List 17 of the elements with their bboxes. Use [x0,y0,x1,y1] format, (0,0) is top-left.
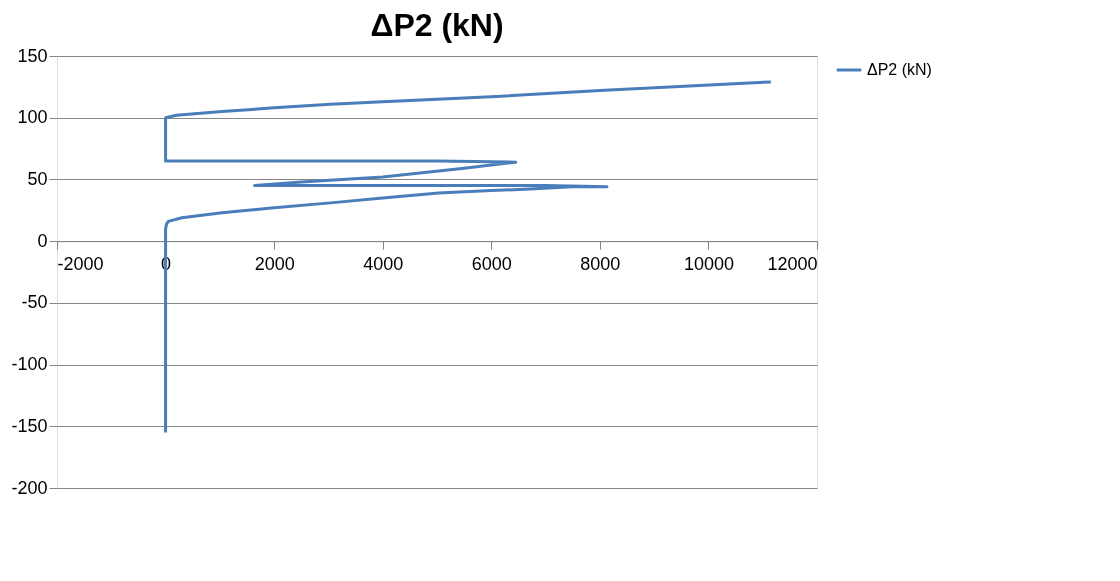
x-tick-label: -2000 [57,253,104,274]
x-tick-label: 10000 [683,253,734,274]
chart-title: ΔP2 (kN) [370,7,504,43]
y-tick-label: -100 [11,354,48,375]
y-tick-label: 100 [17,107,48,128]
x-tick-label: 2000 [254,253,295,274]
y-tick-label: 150 [17,45,48,66]
y-tick-label: -150 [11,415,48,436]
y-tick-label: -50 [21,292,48,313]
x-tick-label: 6000 [471,253,512,274]
y-tick-label: 50 [27,168,48,189]
x-tick-label: 4000 [363,253,404,274]
y-tick-label: 0 [37,230,48,251]
y-tick-label: -200 [11,477,48,498]
x-tick-label: 8000 [580,253,621,274]
x-tick-label: 12000 [767,253,818,274]
legend-label: ΔP2 (kN) [867,61,932,78]
